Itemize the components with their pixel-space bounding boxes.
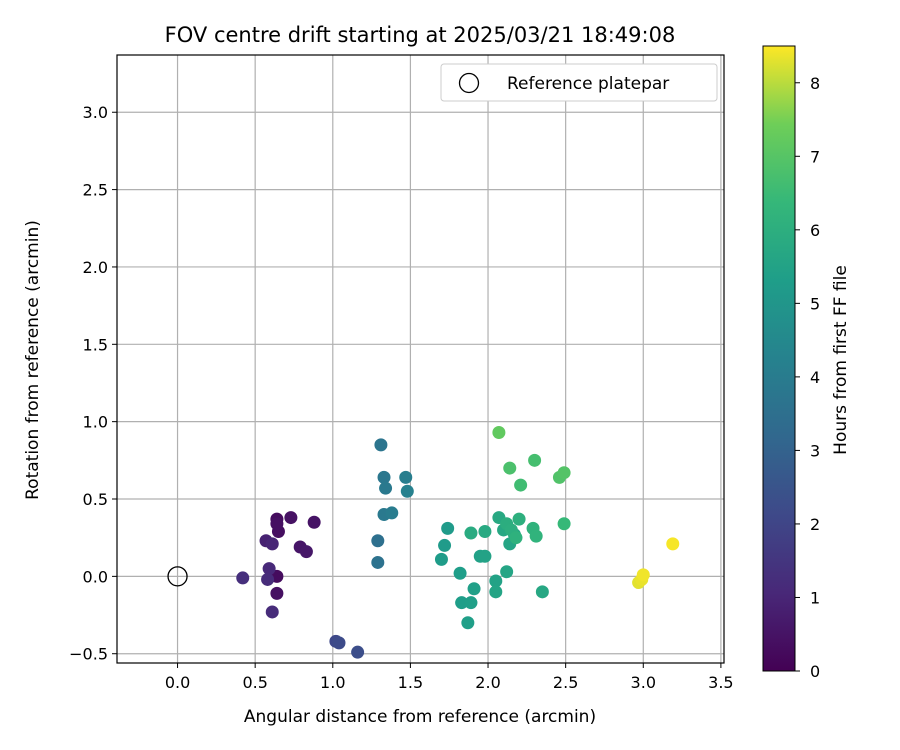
grid bbox=[117, 55, 724, 663]
data-point bbox=[307, 515, 321, 529]
y-tick-label: 0.5 bbox=[83, 490, 108, 509]
colorbar-tick-label: 3 bbox=[810, 441, 820, 460]
x-tick-label: 1.5 bbox=[398, 673, 423, 692]
colorbar-tick-label: 8 bbox=[810, 74, 820, 93]
data-point bbox=[400, 484, 414, 498]
data-point bbox=[371, 534, 385, 548]
chart-title: FOV centre drift starting at 2025/03/21 … bbox=[165, 23, 676, 47]
legend-label: Reference platepar bbox=[507, 74, 669, 94]
data-point bbox=[666, 537, 680, 551]
data-point bbox=[467, 582, 481, 596]
data-point bbox=[514, 478, 528, 492]
y-axis-label: Rotation from reference (arcmin) bbox=[23, 220, 43, 500]
data-point bbox=[464, 526, 478, 540]
data-point bbox=[478, 524, 492, 538]
y-tick-label: −0.5 bbox=[69, 645, 108, 664]
legend-box bbox=[440, 63, 718, 102]
x-tick-label: 2.5 bbox=[553, 673, 578, 692]
colorbar-tick-label: 6 bbox=[810, 221, 820, 240]
data-point bbox=[455, 596, 469, 610]
data-point bbox=[528, 453, 542, 467]
data-point bbox=[299, 545, 313, 559]
data-point bbox=[478, 549, 492, 563]
data-point bbox=[636, 568, 650, 582]
data-point bbox=[385, 506, 399, 520]
data-point bbox=[265, 537, 279, 551]
data-point bbox=[284, 511, 298, 525]
data-point bbox=[261, 572, 275, 586]
x-tick-label: 3.5 bbox=[708, 673, 733, 692]
data-point bbox=[332, 636, 346, 650]
data-point bbox=[441, 521, 455, 535]
data-point bbox=[535, 585, 549, 599]
colorbar-tick-label: 0 bbox=[810, 662, 820, 681]
y-tick-label: 1.5 bbox=[83, 335, 108, 354]
x-tick-label: 0.0 bbox=[165, 673, 190, 692]
colorbar-tick-label: 7 bbox=[810, 147, 820, 166]
data-point bbox=[399, 470, 413, 484]
data-point bbox=[503, 461, 517, 475]
colorbar-tick-label: 4 bbox=[810, 368, 820, 387]
data-point bbox=[489, 574, 503, 588]
colorbar-tick-label: 5 bbox=[810, 294, 820, 313]
data-point bbox=[461, 616, 475, 630]
data-point bbox=[438, 538, 452, 552]
plot-area bbox=[117, 55, 724, 663]
y-tick-label: 0.0 bbox=[83, 567, 108, 586]
data-point bbox=[374, 438, 388, 452]
data-point bbox=[351, 645, 365, 659]
x-axis-label: Angular distance from reference (arcmin) bbox=[244, 707, 596, 727]
x-tick-label: 1.0 bbox=[320, 673, 345, 692]
y-tick-label: 3.0 bbox=[83, 103, 108, 122]
data-point bbox=[500, 565, 514, 579]
y-tick-label: 1.0 bbox=[83, 413, 108, 432]
data-point bbox=[434, 552, 448, 566]
data-point bbox=[236, 571, 250, 585]
data-point bbox=[265, 605, 279, 619]
x-tick-label: 2.0 bbox=[475, 673, 500, 692]
colorbar bbox=[762, 45, 796, 672]
data-point bbox=[377, 470, 391, 484]
y-tick-label: 2.5 bbox=[83, 181, 108, 200]
reference-platepar-marker bbox=[167, 566, 188, 587]
data-point bbox=[262, 562, 276, 576]
colorbar-ticks: 0 1 2 3 4 5 6 7 8 bbox=[795, 74, 820, 681]
data-point bbox=[512, 512, 526, 526]
data-point bbox=[371, 555, 385, 569]
y-tick-label: 2.0 bbox=[83, 258, 108, 277]
data-point bbox=[557, 466, 571, 480]
data-points bbox=[236, 425, 680, 659]
data-point bbox=[379, 481, 393, 495]
data-point bbox=[557, 517, 571, 531]
data-point bbox=[464, 596, 478, 610]
colorbar-label: Hours from first FF file bbox=[831, 265, 851, 455]
data-point bbox=[509, 531, 523, 545]
y-axis-ticks: −0.5 0.0 0.5 1.0 1.5 2.0 2.5 3.0 bbox=[69, 103, 117, 664]
data-point bbox=[492, 425, 506, 439]
data-point bbox=[489, 585, 503, 599]
legend-marker bbox=[458, 72, 480, 94]
x-tick-label: 0.5 bbox=[242, 673, 267, 692]
colorbar-tick-label: 1 bbox=[810, 588, 820, 607]
data-point bbox=[529, 529, 543, 543]
colorbar-tick-label: 2 bbox=[810, 515, 820, 534]
legend: Reference platepar bbox=[440, 63, 718, 102]
data-point bbox=[270, 586, 284, 600]
x-axis-ticks: 0.0 0.5 1.0 1.5 2.0 2.5 3.0 3.5 bbox=[165, 663, 734, 692]
data-point bbox=[453, 566, 467, 580]
x-tick-label: 3.0 bbox=[631, 673, 656, 692]
data-point bbox=[270, 517, 284, 531]
plot-frame bbox=[116, 54, 725, 664]
